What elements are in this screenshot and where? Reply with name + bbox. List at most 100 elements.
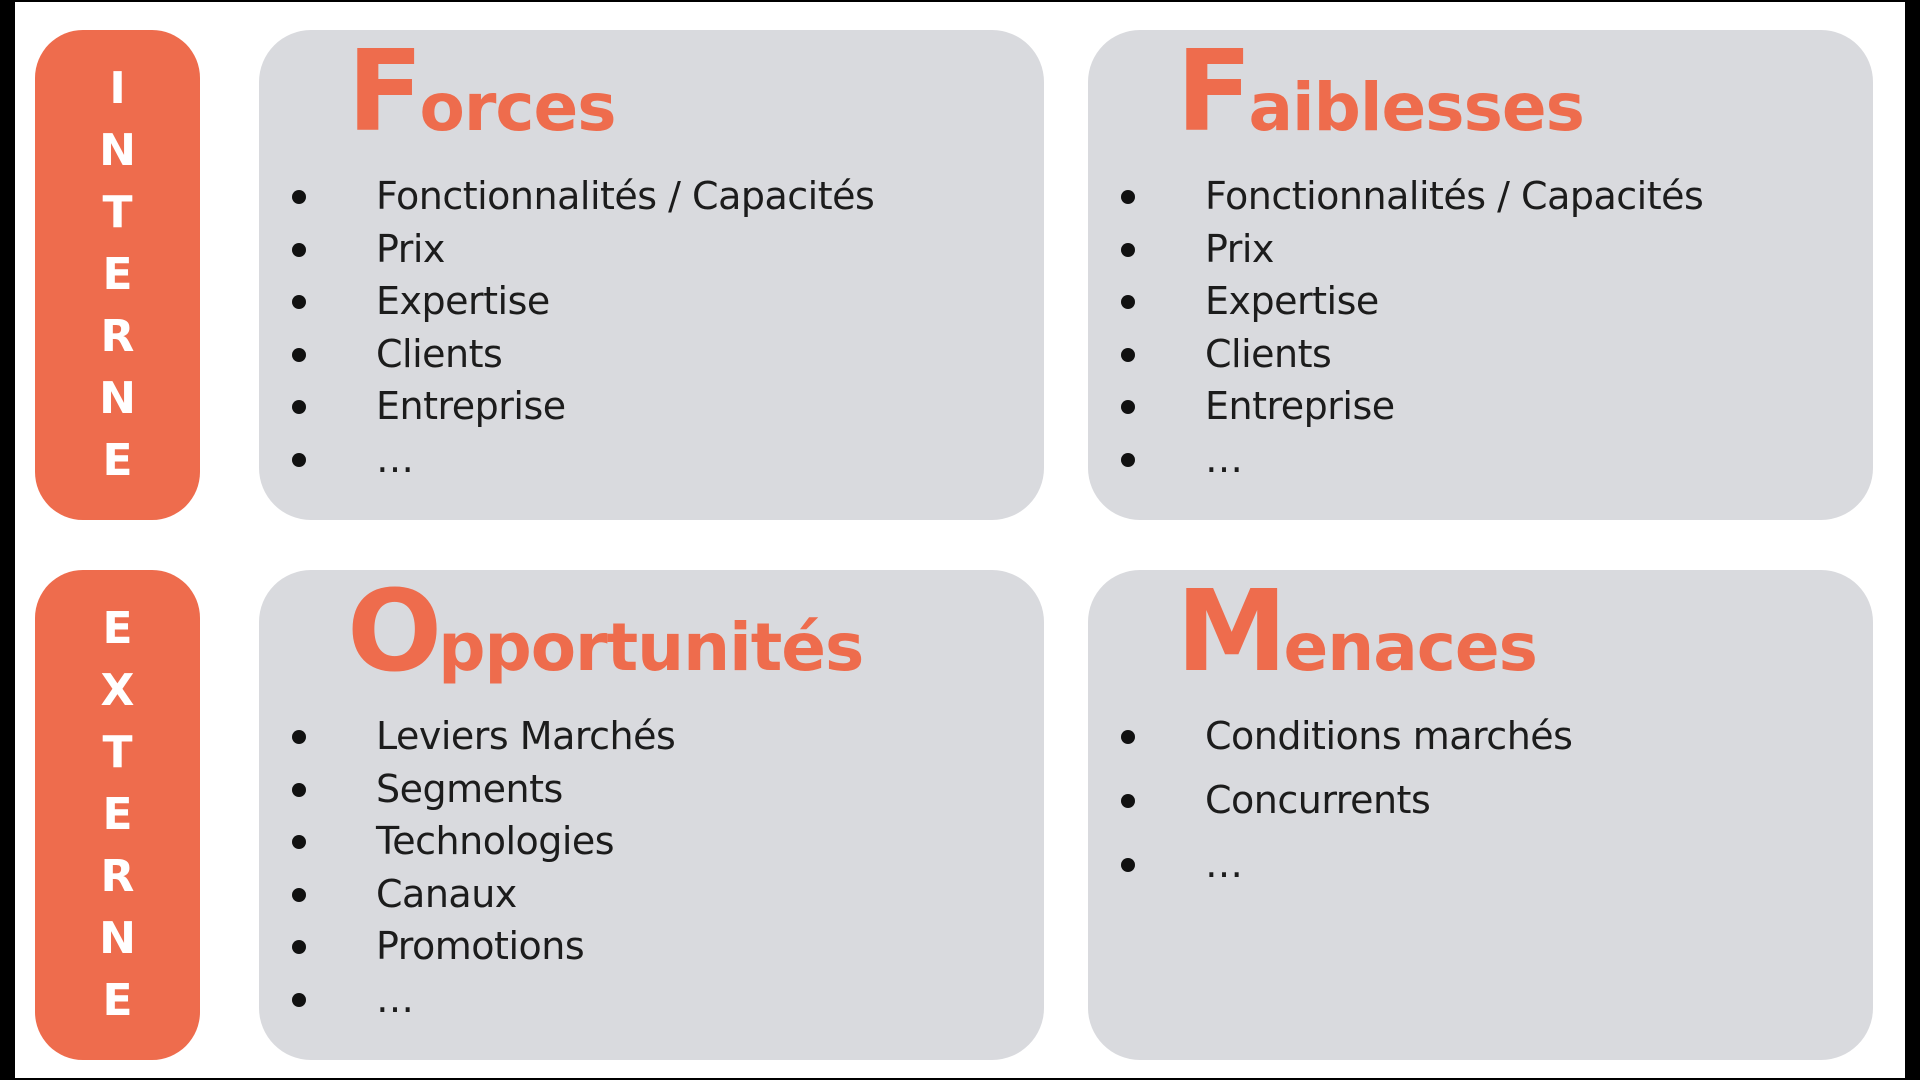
interne-letter: T (102, 187, 133, 238)
list-item: … (284, 973, 675, 1026)
faiblesses-title-rest: aiblesses (1248, 69, 1585, 146)
list-item: Fonctionnalités / Capacités (1113, 170, 1704, 223)
externe-letter: E (102, 603, 133, 654)
list-item: Technologies (284, 815, 675, 868)
list-item-text: Fonctionnalités / Capacités (1205, 174, 1704, 218)
externe-letter: R (100, 851, 135, 902)
externe-letter: T (102, 727, 133, 778)
faiblesses-title-initial: F (1176, 27, 1252, 157)
menaces-title: Menaces (1176, 576, 1538, 688)
bullet-icon (1121, 452, 1135, 467)
menaces-title-rest: enaces (1283, 609, 1537, 686)
opportunites-title: Opportunités (347, 576, 864, 688)
interne-letter: N (99, 373, 136, 424)
faiblesses-list: Fonctionnalités / Capacités Prix Expertise… (1113, 170, 1704, 486)
list-item: Prix (1113, 223, 1703, 276)
bullet-icon (292, 452, 306, 467)
list-item-text: Segments (376, 766, 563, 811)
opportunites-list: Leviers Marchés Segments Technologies Canau… (284, 710, 676, 1026)
swot-slide: I N T E R N E E X T E R N E Forces Fonct… (15, 2, 1905, 1078)
externe-label: E X T E R N E (35, 570, 200, 1060)
bullet-icon (1121, 794, 1135, 808)
list-item-text: Canaux (376, 871, 517, 916)
list-item-text: … (376, 436, 414, 481)
list-item: Leviers Marchés (284, 710, 676, 763)
externe-letter: N (99, 913, 136, 964)
bullet-icon (292, 347, 306, 362)
bullet-icon (1121, 295, 1135, 310)
list-item: Clients (1113, 328, 1703, 381)
bullet-icon (1121, 730, 1135, 744)
list-item-text: Technologies (376, 819, 615, 864)
bullet-icon (292, 887, 306, 902)
forces-title-rest: orces (419, 69, 617, 146)
list-item: Entreprise (1113, 380, 1703, 433)
list-item-text: Concurrents (1205, 778, 1431, 822)
list-item: Prix (284, 223, 874, 276)
menaces-title-initial: M (1176, 567, 1287, 697)
list-item-text: Prix (376, 226, 445, 271)
list-item: Canaux (284, 868, 675, 921)
opportunites-title-initial: O (347, 567, 442, 697)
bullet-icon (292, 295, 306, 310)
interne-letter: N (99, 125, 136, 176)
list-item: … (1113, 433, 1703, 486)
list-item: … (1113, 838, 1572, 902)
list-item-text: Clients (376, 331, 503, 376)
bullet-icon (292, 730, 306, 744)
externe-letter: E (102, 789, 133, 840)
opportunites-card: Opportunités Leviers Marchés Segments Tech… (259, 570, 1044, 1060)
forces-title: Forces (347, 36, 617, 148)
list-item: … (284, 433, 874, 486)
forces-title-initial: F (347, 27, 423, 157)
interne-label: I N T E R N E (35, 30, 200, 520)
faiblesses-card: Faiblesses Fonctionnalités / Capacités Pr… (1088, 30, 1873, 520)
list-item: Fonctionnalités / Capacités (284, 170, 875, 223)
list-item-text: Conditions marchés (1205, 714, 1573, 758)
list-item-text: … (1205, 436, 1243, 481)
externe-letter: X (100, 665, 135, 716)
list-item: Segments (284, 763, 675, 816)
menaces-list: Conditions marchés Concurrents … (1113, 710, 1573, 902)
bullet-icon (292, 992, 306, 1007)
list-item-text: … (376, 976, 414, 1021)
bullet-icon (292, 400, 306, 415)
faiblesses-title: Faiblesses (1176, 36, 1585, 148)
interne-letter: R (100, 311, 135, 362)
list-item-text: Entreprise (376, 384, 566, 429)
bullet-icon (292, 242, 306, 257)
list-item-text: Fonctionnalités / Capacités (376, 174, 875, 218)
interne-letter: I (109, 63, 126, 114)
list-item-text: Entreprise (1205, 384, 1395, 429)
opportunites-title-rest: pportunités (438, 609, 864, 686)
bullet-icon (1121, 242, 1135, 257)
list-item: Expertise (1113, 275, 1703, 328)
bullet-icon (1121, 858, 1135, 872)
list-item: Conditions marchés (1113, 710, 1573, 774)
list-item-text: Promotions (376, 924, 585, 969)
forces-card: Forces Fonctionnalités / Capacités Prix Ex… (259, 30, 1044, 520)
forces-list: Fonctionnalités / Capacités Prix Expertise… (284, 170, 875, 486)
list-item: Promotions (284, 920, 675, 973)
list-item: Clients (284, 328, 874, 381)
menaces-card: Menaces Conditions marchés Concurrents … (1088, 570, 1873, 1060)
bullet-icon (292, 782, 306, 797)
list-item-text: … (1205, 842, 1243, 886)
list-item-text: Expertise (1205, 279, 1379, 324)
list-item-text: Expertise (376, 279, 550, 324)
list-item-text: Clients (1205, 331, 1332, 376)
list-item: Concurrents (1113, 774, 1572, 838)
list-item-text: Leviers Marchés (376, 714, 676, 758)
interne-letter: E (102, 435, 133, 486)
externe-letter: E (102, 975, 133, 1026)
list-item: Expertise (284, 275, 874, 328)
list-item: Entreprise (284, 380, 874, 433)
bullet-icon (1121, 190, 1135, 204)
interne-letter: E (102, 249, 133, 300)
bullet-icon (292, 190, 306, 204)
bullet-icon (292, 835, 306, 850)
list-item-text: Prix (1205, 226, 1274, 271)
bullet-icon (1121, 347, 1135, 362)
bullet-icon (292, 940, 306, 955)
bullet-icon (1121, 400, 1135, 415)
